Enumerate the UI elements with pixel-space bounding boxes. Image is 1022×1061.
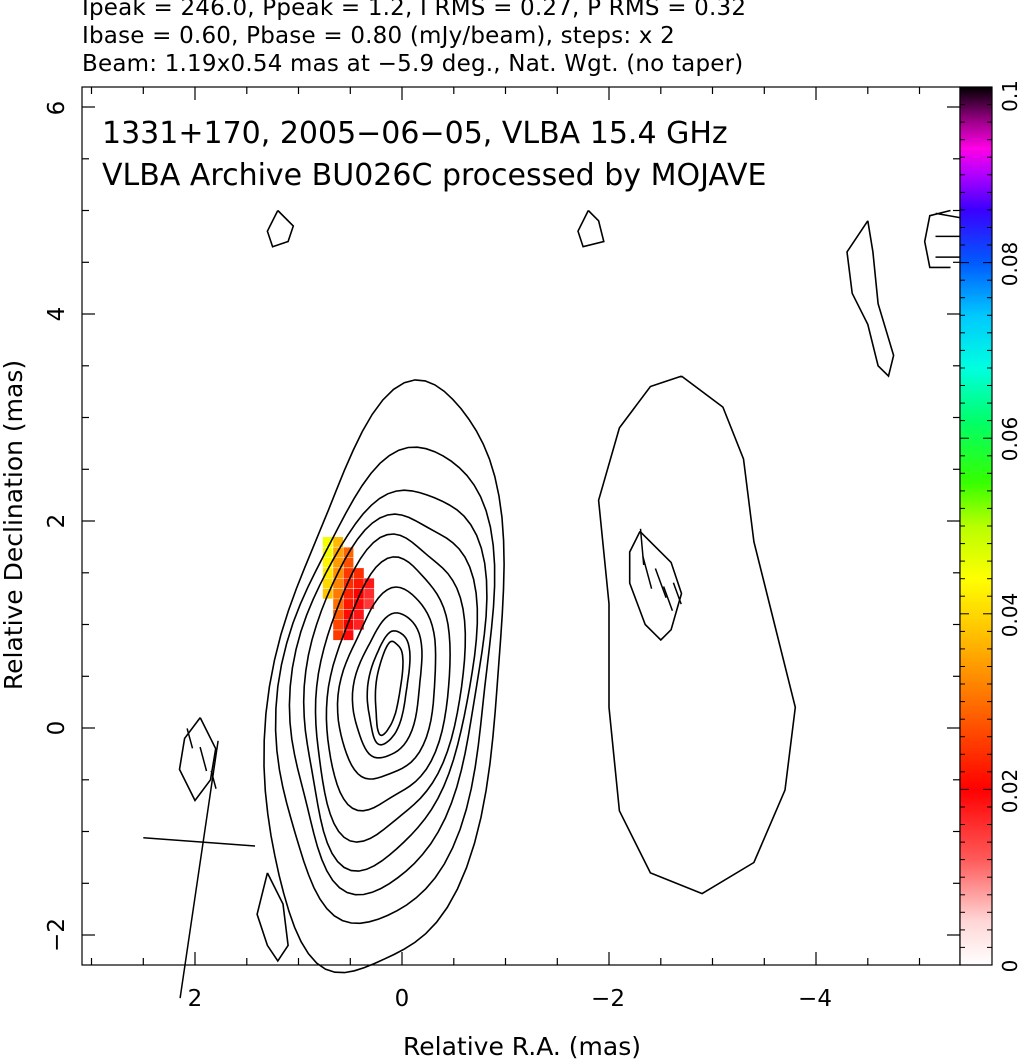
polarization-pixel bbox=[322, 557, 333, 568]
polarization-pixel bbox=[333, 630, 344, 641]
core-contour-level bbox=[263, 379, 505, 974]
core-contour-level bbox=[288, 489, 488, 896]
polarization-pixel bbox=[333, 619, 344, 630]
header-stats-line-1: Ipeak = 246.0, Ppeak = 1.2, I RMS = 0.27… bbox=[82, 0, 747, 21]
colorbar-label-008: 0.08 bbox=[998, 242, 1022, 287]
y-tick-label-4: 4 bbox=[44, 307, 70, 322]
polarization-pixel bbox=[322, 568, 333, 578]
colorbar-ticks bbox=[960, 86, 992, 966]
polarization-heatmap bbox=[322, 537, 375, 641]
evpa-vector bbox=[662, 586, 674, 612]
core-contour-level bbox=[302, 513, 479, 872]
colorbar-label-01: 0.1 bbox=[998, 80, 1022, 112]
y-tick-label-neg2: −2 bbox=[44, 918, 70, 952]
polarization-pixel bbox=[322, 578, 333, 589]
polarization-pixel bbox=[353, 599, 364, 609]
secondary-contour bbox=[846, 220, 895, 378]
secondary-contour bbox=[577, 209, 605, 248]
core-contour-level bbox=[274, 446, 496, 925]
polarization-pixel bbox=[343, 609, 354, 620]
x-tick-marks bbox=[90, 87, 921, 965]
evpa-vector bbox=[199, 746, 208, 772]
colorbar-label-002: 0.02 bbox=[998, 769, 1022, 814]
polarization-pixel bbox=[364, 588, 375, 599]
y-tick-marks bbox=[82, 106, 960, 936]
polarization-pixel bbox=[333, 557, 344, 568]
beam-minor-axis bbox=[143, 836, 256, 847]
x-axis-label: Relative R.A. (mas) bbox=[403, 1032, 641, 1061]
polarization-pixel bbox=[343, 619, 354, 630]
core-contour-level bbox=[351, 612, 423, 759]
map-subtitle-annotation: VLBA Archive BU026C processed by MOJAVE bbox=[102, 158, 767, 193]
secondary-contour bbox=[256, 872, 289, 963]
polarization-pixel bbox=[343, 630, 354, 641]
header-stats-line-2: Ibase = 0.60, Pbase = 0.80 (mJy/beam), s… bbox=[82, 23, 675, 49]
core-contour-level bbox=[366, 630, 411, 746]
polarization-pixel bbox=[343, 599, 354, 609]
polarization-pixel bbox=[353, 588, 364, 599]
evpa-vectors bbox=[186, 212, 962, 789]
polarization-pixel bbox=[333, 578, 344, 589]
colorbar-label-006: 0.06 bbox=[998, 417, 1022, 462]
y-tick-label-0: 0 bbox=[44, 721, 70, 736]
core-contour-level bbox=[325, 556, 451, 812]
colorbar-label-0: 0 bbox=[998, 960, 1022, 973]
polarization-pixel bbox=[333, 588, 344, 599]
evpa-vector bbox=[642, 556, 653, 589]
polarization-pixel bbox=[364, 599, 375, 609]
evpa-vector bbox=[935, 212, 962, 219]
evpa-vector bbox=[186, 728, 194, 749]
x-tick-label-neg2: −2 bbox=[591, 986, 625, 1012]
secondary-contour bbox=[266, 209, 295, 248]
evpa-vector bbox=[672, 582, 682, 605]
map-title-annotation: 1331+170, 2005−06−05, VLBA 15.4 GHz bbox=[102, 116, 728, 151]
secondary-contour bbox=[628, 530, 683, 642]
colorbar-label-004: 0.04 bbox=[998, 593, 1022, 638]
polarization-pixel bbox=[333, 609, 344, 620]
core-contour-level bbox=[336, 586, 437, 780]
x-tick-label-neg4: −4 bbox=[798, 986, 832, 1012]
polarization-pixel bbox=[333, 537, 344, 547]
polarization-pixel bbox=[322, 537, 333, 547]
y-tick-label-2: 2 bbox=[44, 514, 70, 529]
secondary-contour bbox=[178, 717, 217, 803]
evpa-vector bbox=[654, 568, 667, 598]
beam-major-axis bbox=[179, 740, 219, 999]
stokes-i-contours bbox=[263, 379, 505, 974]
polarization-pixel bbox=[343, 568, 354, 578]
x-tick-label-2: 2 bbox=[188, 986, 203, 1012]
evpa-vector bbox=[210, 770, 217, 789]
y-tick-label-6: 6 bbox=[44, 101, 70, 116]
polarization-pixel bbox=[353, 619, 364, 630]
polarization-pixel bbox=[322, 547, 333, 558]
core-contour-level bbox=[374, 640, 404, 737]
polarization-pixel bbox=[343, 588, 354, 599]
x-tick-label-0: 0 bbox=[395, 986, 410, 1012]
plot-area-background bbox=[82, 87, 960, 965]
polarization-pixel bbox=[343, 557, 354, 568]
polarization-pixel bbox=[353, 609, 364, 620]
polarization-pixel bbox=[364, 578, 375, 589]
header-beam-line: Beam: 1.19x0.54 mas at −5.9 deg., Nat. W… bbox=[82, 51, 744, 77]
y-axis-label: Relative Declination (mas) bbox=[0, 360, 28, 690]
secondary-contour bbox=[597, 375, 797, 895]
colorbar bbox=[960, 87, 992, 965]
polarization-pixel bbox=[353, 578, 364, 589]
core-contour-level bbox=[314, 533, 467, 843]
polarization-pixel bbox=[353, 568, 364, 578]
beam-marker bbox=[143, 740, 256, 999]
